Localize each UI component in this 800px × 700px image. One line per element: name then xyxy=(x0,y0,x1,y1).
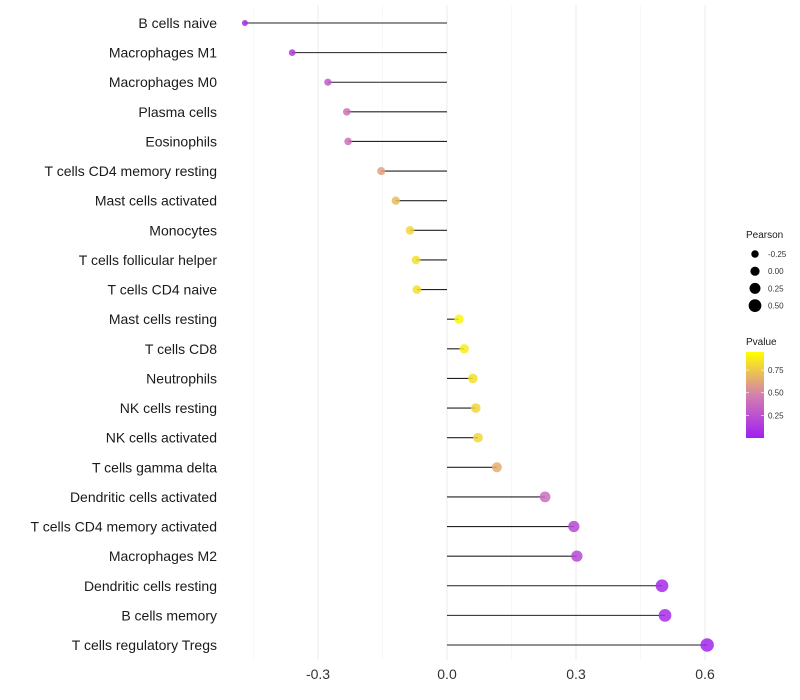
lollipop-point xyxy=(571,550,583,562)
lollipop-point xyxy=(324,78,332,86)
lollipop-point xyxy=(473,432,483,443)
y-tick-label: Dendritic cells activated xyxy=(70,489,217,505)
lollipop-point xyxy=(568,520,580,533)
x-tick-label: -0.3 xyxy=(306,666,330,682)
size-legend-label: 0.50 xyxy=(768,302,784,311)
lollipop-point xyxy=(344,137,352,146)
y-tick-label: T cells gamma delta xyxy=(92,459,217,475)
lollipop-point xyxy=(377,167,386,176)
lollipop-point xyxy=(405,226,415,235)
y-tick-label: T cells CD4 naive xyxy=(108,282,218,298)
lollipop-point xyxy=(491,462,502,473)
y-tick-label: NK cells resting xyxy=(120,400,217,416)
size-legend-key xyxy=(749,282,761,294)
y-tick-label: T cells CD8 xyxy=(145,341,217,357)
x-tick-label: 0.3 xyxy=(566,666,586,682)
x-tick-label: 0.6 xyxy=(695,666,715,682)
lollipop-point xyxy=(343,108,351,116)
lollipop-point xyxy=(459,344,469,354)
size-legend-label: 0.00 xyxy=(768,267,784,276)
color-legend-title: Pvalue xyxy=(746,337,777,348)
lollipop-point xyxy=(467,373,478,384)
y-tick-label: Neutrophils xyxy=(146,370,217,386)
lollipop-point xyxy=(700,638,714,652)
y-tick-label: B cells memory xyxy=(121,607,217,623)
y-tick-label: T cells follicular helper xyxy=(79,252,218,268)
lollipop-point xyxy=(411,255,421,265)
size-legend-key xyxy=(750,266,760,276)
lollipop-point xyxy=(454,314,464,324)
size-legend-label: 0.25 xyxy=(768,284,784,293)
x-tick-label: 0.0 xyxy=(437,666,457,682)
y-tick-label: T cells regulatory Tregs xyxy=(72,637,217,653)
lollipop-point xyxy=(391,196,401,205)
lollipop-point xyxy=(288,49,296,56)
y-tick-label: Macrophages M0 xyxy=(109,74,217,90)
lollipop-point xyxy=(539,491,551,503)
y-tick-label: B cells naive xyxy=(138,15,217,31)
y-tick-label: Mast cells activated xyxy=(95,193,217,209)
y-tick-label: Dendritic cells resting xyxy=(84,578,217,594)
lollipop-point xyxy=(470,403,481,413)
y-tick-label: Mast cells resting xyxy=(109,311,217,327)
y-tick-label: Eosinophils xyxy=(145,133,217,149)
size-legend-key xyxy=(748,299,762,312)
color-bar xyxy=(746,352,764,438)
size-legend-key xyxy=(751,250,759,258)
y-tick-label: T cells CD4 memory activated xyxy=(31,519,217,535)
lollipop-point xyxy=(241,20,248,26)
y-tick-label: Macrophages M1 xyxy=(109,45,217,61)
lollipop-point xyxy=(655,579,669,593)
y-tick-label: NK cells activated xyxy=(106,430,217,446)
color-legend-label: 0.50 xyxy=(768,389,784,398)
size-legend-label: -0.25 xyxy=(768,250,787,259)
size-legend-title: Pearson xyxy=(746,230,783,241)
lollipop-point xyxy=(412,285,422,294)
y-tick-label: T cells CD4 memory resting xyxy=(45,163,217,179)
color-legend-label: 0.25 xyxy=(768,411,784,420)
y-tick-label: Macrophages M2 xyxy=(109,548,217,564)
y-tick-label: Monocytes xyxy=(149,222,217,238)
y-tick-label: Plasma cells xyxy=(138,104,217,120)
color-legend-label: 0.75 xyxy=(768,366,784,375)
lollipop-point xyxy=(658,609,672,622)
